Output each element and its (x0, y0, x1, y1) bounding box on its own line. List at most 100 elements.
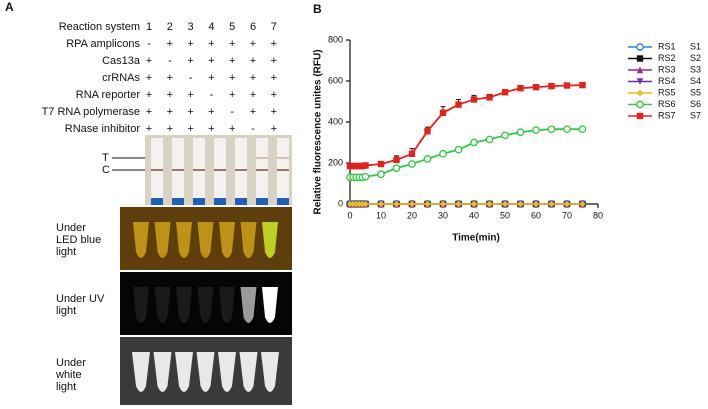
photo-label: LED blue (56, 234, 101, 246)
cell: + (208, 123, 214, 135)
cell: - (189, 72, 193, 84)
row-label: RNA reporter (76, 89, 141, 101)
strip (151, 138, 163, 204)
cell: + (271, 106, 277, 118)
cell: + (208, 72, 214, 84)
strip (277, 138, 289, 204)
cell: + (187, 89, 193, 101)
point (424, 128, 431, 135)
x-tick-label: 80 (593, 210, 603, 220)
cell: + (167, 123, 173, 135)
strip-pad (256, 198, 268, 205)
legend-note: S4 (690, 76, 701, 86)
legend-note: S5 (690, 87, 701, 97)
cell: + (271, 55, 277, 67)
cell: + (208, 106, 214, 118)
cell: + (250, 72, 256, 84)
row-label: T7 RNA polymerase (42, 106, 140, 118)
point (470, 96, 478, 103)
point (636, 100, 644, 109)
cell: + (167, 72, 173, 84)
tube (262, 287, 278, 323)
point (563, 82, 571, 89)
strip-pad (193, 198, 205, 205)
photo-label: Under (56, 222, 86, 234)
strip-pad (151, 198, 163, 205)
cell: 6 (250, 21, 256, 33)
legend-note: S2 (690, 53, 701, 63)
tube (133, 287, 149, 323)
x-tick-label: 0 (347, 210, 352, 220)
cell: - (168, 55, 172, 67)
cell: + (146, 55, 152, 67)
point (393, 200, 400, 208)
cell: + (271, 72, 277, 84)
cell: 1 (146, 21, 152, 33)
cell: + (187, 38, 193, 50)
photo-label: white (55, 369, 82, 381)
tube (240, 287, 257, 323)
legend-note: S3 (690, 64, 701, 74)
series-line (350, 84, 583, 167)
legend-label: RS2 (658, 53, 676, 63)
point (486, 94, 493, 101)
cell: + (271, 38, 277, 50)
x-axis-title: Time(min) (452, 233, 500, 244)
tube (196, 352, 215, 392)
panel-label: B (313, 2, 322, 16)
point (636, 55, 644, 62)
cell: + (187, 123, 193, 135)
legend-note: S6 (690, 99, 701, 109)
y-axis-title: Relative fluorescence unites (RFU) (313, 49, 324, 214)
point (563, 125, 571, 134)
tube (219, 287, 235, 323)
point (636, 43, 644, 51)
point (362, 200, 369, 208)
point (563, 200, 571, 208)
point (501, 200, 509, 208)
point (636, 78, 644, 85)
strip-pad (277, 198, 289, 205)
strip-pad (235, 198, 247, 205)
row-label: RNase inhibitor (65, 123, 141, 135)
point (393, 156, 400, 164)
tube (218, 352, 236, 392)
cell: + (271, 89, 277, 101)
legend-label: RS3 (658, 64, 676, 74)
point (392, 164, 401, 172)
cell: + (229, 38, 235, 50)
photo-label: Under UV (56, 293, 105, 305)
y-tick-label: 800 (328, 34, 343, 44)
point (579, 81, 586, 89)
row-label: RPA amplicons (66, 38, 140, 50)
point (439, 200, 447, 208)
cell: + (167, 106, 173, 118)
point (455, 101, 462, 108)
cell: 4 (208, 21, 214, 33)
point (517, 200, 524, 208)
x-tick-label: 50 (500, 210, 510, 220)
x-tick-label: 70 (562, 210, 572, 220)
point (532, 126, 540, 135)
point (485, 135, 494, 144)
row-label: Reaction system (59, 21, 140, 33)
tube (239, 352, 258, 392)
strip (214, 138, 226, 204)
cell: + (146, 89, 152, 101)
legend-label: RS7 (658, 110, 676, 120)
cell: + (250, 55, 256, 67)
point (532, 83, 540, 91)
tube (153, 352, 172, 392)
x-tick-label: 30 (438, 210, 448, 220)
point (470, 138, 478, 147)
photo-label: light (56, 246, 76, 258)
legend-label: RS5 (658, 87, 676, 97)
point (578, 125, 587, 134)
photo-label: Under (56, 357, 86, 369)
cell: + (250, 106, 256, 118)
y-tick-label: 400 (328, 116, 343, 126)
point (547, 125, 556, 134)
photos (112, 135, 292, 405)
tube (197, 287, 214, 323)
tube (219, 222, 235, 258)
